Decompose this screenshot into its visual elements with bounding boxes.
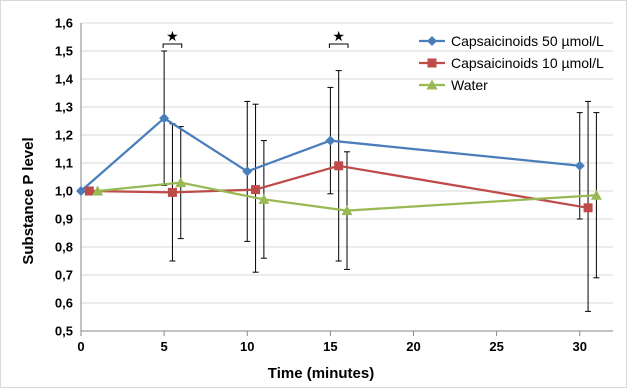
data-point: [76, 186, 86, 196]
y-tick-label: 0,6: [55, 296, 73, 311]
legend-label: Capsaicinoids 10 µmol/L: [451, 55, 604, 71]
x-tick-label: 5: [161, 339, 168, 354]
y-tick-label: 0,7: [55, 268, 73, 283]
data-point: [92, 185, 104, 196]
x-tick-label: 15: [323, 339, 337, 354]
x-tick-label: 20: [406, 339, 420, 354]
error-bar-layer: [161, 50, 600, 312]
significance-bracket: [162, 43, 183, 48]
y-tick-label: 0,9: [55, 212, 73, 227]
y-tick-label: 1,4: [55, 72, 74, 87]
data-point: [251, 185, 261, 195]
y-tick-label: 1,0: [55, 184, 73, 199]
legend-swatch-marker: [427, 58, 437, 68]
y-axis-title: Substance P level: [20, 137, 37, 264]
y-tick-label: 1,5: [55, 44, 73, 59]
y-tick-label: 1,3: [55, 100, 73, 115]
x-tick-label: 30: [573, 339, 587, 354]
legend-swatch-marker: [427, 36, 437, 46]
data-point: [159, 113, 170, 124]
y-tick-label: 0,5: [55, 324, 73, 339]
marker-layer: [76, 113, 602, 216]
y-tick-label: 1,6: [55, 16, 73, 31]
data-point: [258, 193, 270, 204]
y-tick-label: 0,8: [55, 240, 73, 255]
significance-bracket: [328, 43, 349, 48]
significance-star: ★: [332, 29, 345, 45]
significance-annotation-layer: ★ ★: [162, 29, 349, 48]
y-tick-label: 1,2: [55, 128, 73, 143]
data-point: [167, 187, 177, 197]
y-tick-label: 1,1: [55, 156, 73, 171]
legend-label: Capsaicinoids 50 µmol/L: [451, 33, 604, 49]
data-point: [583, 203, 593, 213]
data-point: [325, 135, 336, 146]
data-point: [590, 189, 602, 200]
legend-swatch-marker: [426, 79, 438, 90]
legend-label: Water: [451, 77, 488, 93]
data-point: [175, 177, 187, 188]
data-point: [84, 186, 94, 196]
x-tick-label: 10: [240, 339, 254, 354]
axis-layer: 0,5 0,6 0,7 0,8 0,9 1,0 1,1 1,2 1,3 1,4 1,5 1,6 0 5 10…: [55, 16, 613, 354]
data-point: [574, 160, 585, 171]
data-point: [341, 205, 353, 216]
legend: Capsaicinoids 50 µmol/L Capsaicinoids 10 …: [419, 33, 604, 93]
data-point: [242, 166, 253, 177]
x-tick-label: 0: [77, 339, 84, 354]
data-point: [334, 161, 344, 171]
significance-star: ★: [166, 29, 179, 45]
x-tick-label: 25: [489, 339, 503, 354]
x-axis-title: Time (minutes): [268, 365, 374, 382]
